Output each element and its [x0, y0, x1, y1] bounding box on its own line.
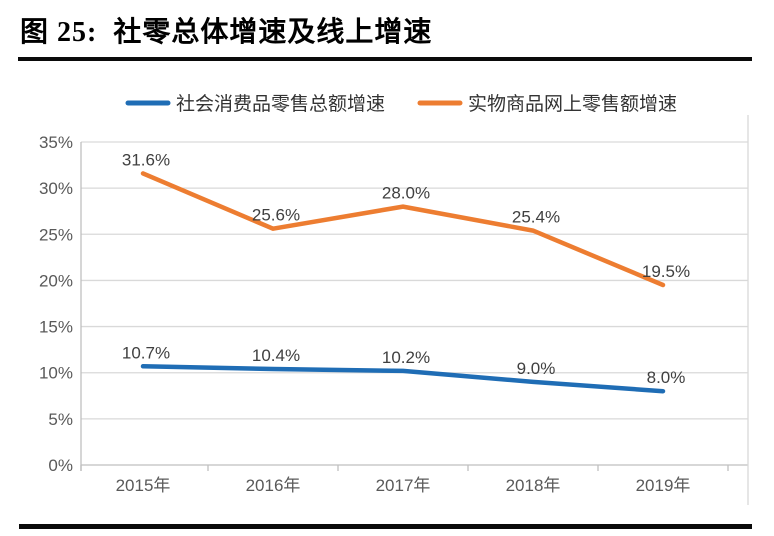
- data-label: 19.5%: [642, 262, 690, 281]
- x-axis-tick-label: 2015年: [116, 476, 171, 495]
- data-label: 9.0%: [517, 359, 556, 378]
- data-label: 10.2%: [382, 348, 430, 367]
- bottom-divider-rule: [19, 524, 752, 529]
- y-axis-tick-label: 5%: [48, 410, 73, 429]
- series-line-0: [140, 364, 666, 394]
- y-axis-tick-label: 25%: [39, 225, 73, 244]
- y-axis-tick-label: 15%: [39, 318, 73, 337]
- legend-label-1: 实物商品网上零售额增速: [468, 93, 677, 115]
- figure-title-text: 社零总体增速及线上增速: [113, 17, 433, 48]
- title-divider-rule: [18, 57, 752, 61]
- data-label: 31.6%: [122, 150, 170, 169]
- x-axis-tick-label: 2019年: [636, 476, 691, 495]
- y-axis-tick-label: 20%: [39, 271, 73, 290]
- data-label: 25.4%: [512, 208, 560, 227]
- data-label: 10.4%: [252, 346, 300, 365]
- legend-label-0: 社会消费品零售总额增速: [176, 93, 385, 115]
- y-axis-tick-label: 30%: [39, 179, 73, 198]
- x-axis-tick-label: 2016年: [246, 476, 301, 495]
- data-label: 25.6%: [252, 206, 300, 225]
- data-label: 28.0%: [382, 184, 430, 203]
- y-axis-tick-label: 0%: [48, 456, 73, 475]
- y-axis-tick-label: 35%: [39, 133, 73, 152]
- data-label: 10.7%: [122, 343, 170, 362]
- series-line-1: [140, 171, 666, 288]
- x-axis-tick-label: 2018年: [506, 476, 561, 495]
- x-axis-tick-label: 2017年: [376, 476, 431, 495]
- y-axis-tick-label: 10%: [39, 364, 73, 383]
- data-label: 8.0%: [647, 368, 686, 387]
- figure-title: 图 25: 社零总体增速及线上增速: [20, 10, 432, 50]
- figure-number: 图 25:: [20, 17, 98, 48]
